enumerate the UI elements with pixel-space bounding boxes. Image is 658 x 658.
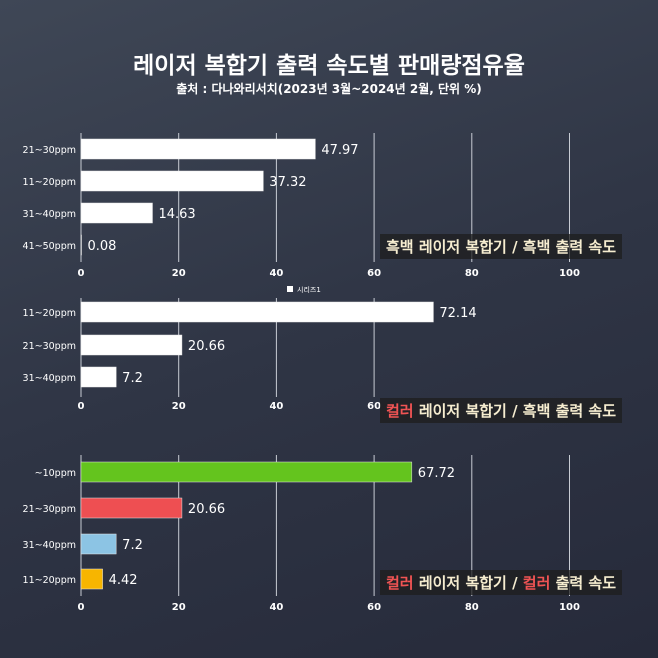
category-label: 11~20ppm (23, 308, 76, 319)
data-label: 72.14 (439, 306, 476, 321)
bar (80, 334, 183, 356)
data-label: 67.72 (418, 466, 455, 481)
data-label: 20.66 (188, 502, 225, 517)
x-tick-label: 0 (78, 401, 85, 412)
bar (80, 533, 117, 555)
x-tick-label: 20 (172, 401, 186, 412)
category-label: 21~30ppm (23, 504, 76, 515)
bar (80, 461, 413, 483)
category-label: 11~20ppm (23, 177, 76, 188)
category-label: 21~30ppm (23, 145, 76, 156)
x-tick-label: 40 (269, 268, 283, 279)
data-label: 7.2 (122, 538, 143, 553)
data-label: 4.42 (109, 573, 138, 588)
legend-label: 시리즈1 (297, 285, 321, 294)
data-label: 47.97 (321, 143, 358, 158)
data-label: 20.66 (188, 339, 225, 354)
category-label: 31~40ppm (23, 373, 76, 384)
category-label: 31~40ppm (23, 540, 76, 551)
caption-chart-3: 컬러 레이저 복합기 / 컬러 출력 속도 (380, 570, 623, 595)
x-tick-label: 0 (78, 268, 85, 279)
bar (80, 170, 264, 192)
x-tick-label: 0 (78, 602, 85, 613)
data-label: 7.2 (122, 371, 143, 386)
data-label: 14.63 (158, 207, 195, 222)
x-tick-label: 60 (367, 401, 381, 412)
x-tick-label: 60 (367, 602, 381, 613)
bar (80, 366, 117, 388)
bar (80, 497, 183, 519)
bar (80, 568, 103, 590)
x-tick-label: 100 (559, 268, 580, 279)
category-label: ~10ppm (35, 468, 76, 479)
x-tick-label: 80 (465, 602, 479, 613)
x-tick-label: 20 (172, 602, 186, 613)
caption-prefix: 컬러 (386, 574, 414, 592)
category-label: 31~40ppm (23, 209, 76, 220)
category-label: 41~50ppm (23, 241, 76, 252)
legend-swatch (287, 286, 293, 292)
caption-prefix: 컬러 (386, 402, 414, 420)
bar (80, 138, 316, 160)
category-label: 11~20ppm (23, 575, 76, 586)
category-label: 21~30ppm (23, 341, 76, 352)
caption-chart-1: 흑백 레이저 복합기 / 흑백 출력 속도 (380, 234, 623, 259)
bar (80, 301, 434, 323)
x-tick-label: 100 (559, 602, 580, 613)
bar (80, 202, 153, 224)
data-label: 0.08 (88, 239, 117, 254)
x-tick-label: 60 (367, 268, 381, 279)
caption-prefix: 흑백 (386, 238, 414, 256)
x-tick-label: 40 (269, 401, 283, 412)
data-label: 37.32 (269, 175, 306, 190)
chart-title: 레이저 복합기 출력 속도별 판매량점유율 (133, 53, 525, 79)
x-tick-label: 80 (465, 268, 479, 279)
x-tick-label: 20 (172, 268, 186, 279)
x-tick-label: 40 (269, 602, 283, 613)
caption-chart-2: 컬러 레이저 복합기 / 흑백 출력 속도 (380, 398, 623, 423)
chart-subtitle: 출처 : 다나와리서치(2023년 3월~2024년 2월, 단위 %) (176, 82, 482, 96)
bar (80, 234, 82, 256)
